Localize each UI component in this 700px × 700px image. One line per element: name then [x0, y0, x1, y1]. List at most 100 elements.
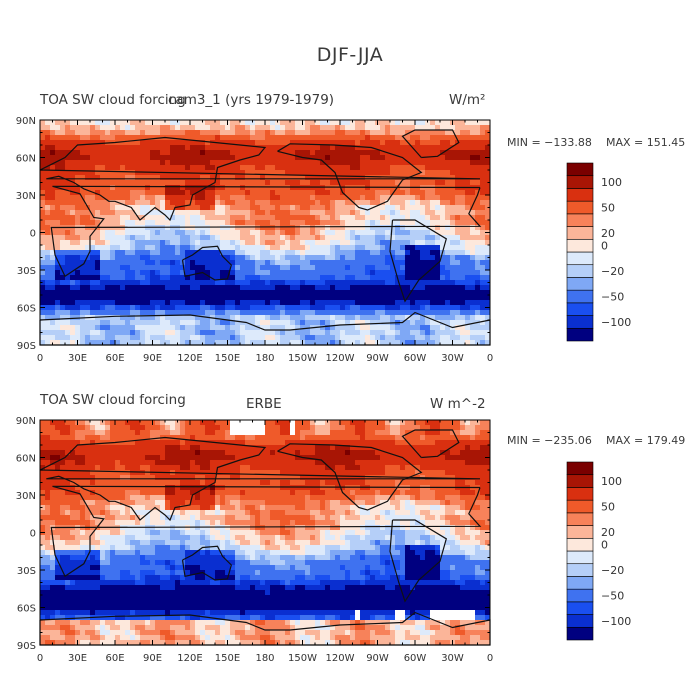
colorbar-label: 100 [601, 176, 622, 189]
colorbar-label: 0 [601, 539, 608, 552]
top-colorbar: 100 50 200 −20 −50 −100 [566, 162, 631, 342]
colorbar-swatch [566, 251, 594, 266]
lat-tick-label: 30S [17, 266, 36, 277]
colorbar-swatch [566, 601, 594, 615]
lat-tick-label: 60N [16, 454, 36, 465]
lon-tick-label: 0 [37, 653, 43, 664]
colorbar-swatch [566, 175, 594, 189]
lon-tick-label: 150E [215, 653, 240, 664]
lon-tick-label: 0 [487, 653, 493, 664]
lat-tick-label: 90N [16, 116, 36, 127]
lat-tick-label: 30N [16, 491, 36, 502]
colorbar-swatch [566, 213, 594, 227]
bottom-panel-units: W m^-2 [430, 396, 486, 412]
bottom-panel-max: MAX = 179.49 [606, 434, 686, 447]
colorbar-swatch [566, 550, 594, 565]
lat-tick-label: 90N [16, 416, 36, 427]
colorbar-label: 20 [601, 526, 615, 539]
colorbar-label: 0 [601, 240, 608, 253]
lon-tick-label: 60E [105, 653, 124, 664]
lon-tick-label: 150W [288, 353, 317, 364]
colorbar-label: 50 [601, 202, 615, 215]
coastlines [39, 129, 491, 346]
colorbar-swatch [566, 238, 594, 253]
top-panel-max: MAX = 151.45 [606, 136, 686, 149]
lon-tick-label: 150E [215, 353, 240, 364]
lon-tick-label: 90E [143, 653, 162, 664]
colorbar-swatch [566, 188, 594, 202]
lon-tick-label: 0 [487, 353, 493, 364]
colorbar-swatch [566, 315, 594, 329]
lat-tick-label: 60S [17, 604, 36, 615]
colorbar-label: −50 [601, 291, 624, 304]
lon-tick-label: 150W [288, 653, 317, 664]
bottom-panel-min: MIN = −235.06 [507, 434, 592, 447]
lon-tick-label: 0 [37, 353, 43, 364]
figure-title: DJF-JJA [316, 44, 384, 66]
colorbar-label: −20 [601, 265, 624, 278]
top-map-panel: 0 30E 60E 90E 120E 150E 180 150W 120W 90W 60W 30W 09… [16, 116, 493, 364]
lat-tick-label: 0 [30, 229, 36, 240]
lon-tick-label: 180 [255, 653, 274, 664]
top-panel-center-title: cam3_1 (yrs 1979-1979) [168, 92, 335, 108]
colorbar-swatch [566, 264, 594, 278]
lon-tick-label: 120E [177, 353, 202, 364]
bottom-panel-left-title: TOA SW cloud forcing [40, 392, 186, 408]
lon-tick-label: 120E [177, 653, 202, 664]
lon-tick-label: 90W [366, 353, 389, 364]
colorbar-swatch [566, 487, 594, 501]
colorbar-swatch [566, 162, 594, 177]
colorbar-swatch [566, 327, 594, 342]
colorbar-swatch [566, 302, 594, 316]
colorbar-label: 100 [601, 475, 622, 488]
colorbar-swatch [566, 525, 594, 539]
colorbar-swatch [566, 626, 594, 641]
colorbar-swatch [566, 226, 594, 240]
colorbar-swatch [566, 474, 594, 488]
colorbar-swatch [566, 512, 594, 526]
colorbar-label: −20 [601, 564, 624, 577]
lon-tick-label: 60E [105, 353, 124, 364]
colorbar-swatch [566, 289, 594, 304]
colorbar-label: −50 [601, 590, 624, 603]
bottom-panel-center-title: ERBE [246, 396, 282, 412]
colorbar-label: −100 [601, 316, 631, 329]
colorbar-swatch [566, 499, 594, 514]
map-field [40, 420, 490, 645]
bottom-map-panel: 0 30E 60E 90E 120E 150E 180 150W 120W 90W 60W 30W 09… [16, 416, 493, 664]
colorbar-swatch [566, 576, 594, 590]
colorbar-swatch [566, 563, 594, 577]
lon-tick-label: 90E [143, 353, 162, 364]
lat-tick-label: 90S [17, 341, 36, 352]
colorbar-swatch [566, 461, 594, 476]
lon-tick-label: 90W [366, 653, 389, 664]
colorbar-swatch [566, 200, 594, 215]
colorbar-label: −100 [601, 615, 631, 628]
bottom-colorbar: 100 50 200 −20 −50 −100 [566, 461, 631, 641]
colorbar-label: 50 [601, 501, 615, 514]
lat-tick-label: 60N [16, 154, 36, 165]
top-panel-min: MIN = −133.88 [507, 136, 592, 149]
colorbar-swatch [566, 614, 594, 628]
map-field [40, 120, 490, 345]
colorbar-swatch [566, 588, 594, 603]
colorbar-swatch [566, 537, 594, 552]
colorbar-swatch [566, 277, 594, 291]
lon-tick-label: 30W [441, 353, 464, 364]
top-panel-units: W/m² [449, 92, 486, 108]
colorbar-label: 20 [601, 227, 615, 240]
lon-tick-label: 30W [441, 653, 464, 664]
lat-tick-label: 60S [17, 304, 36, 315]
lon-tick-label: 60W [404, 353, 427, 364]
lon-tick-label: 120W [326, 653, 355, 664]
lon-tick-label: 60W [404, 653, 427, 664]
lat-tick-label: 0 [30, 529, 36, 540]
lat-tick-label: 30S [17, 566, 36, 577]
lon-tick-label: 30E [68, 653, 87, 664]
lon-tick-label: 30E [68, 353, 87, 364]
lat-tick-label: 90S [17, 641, 36, 652]
lon-tick-label: 120W [326, 353, 355, 364]
lon-tick-label: 180 [255, 353, 274, 364]
